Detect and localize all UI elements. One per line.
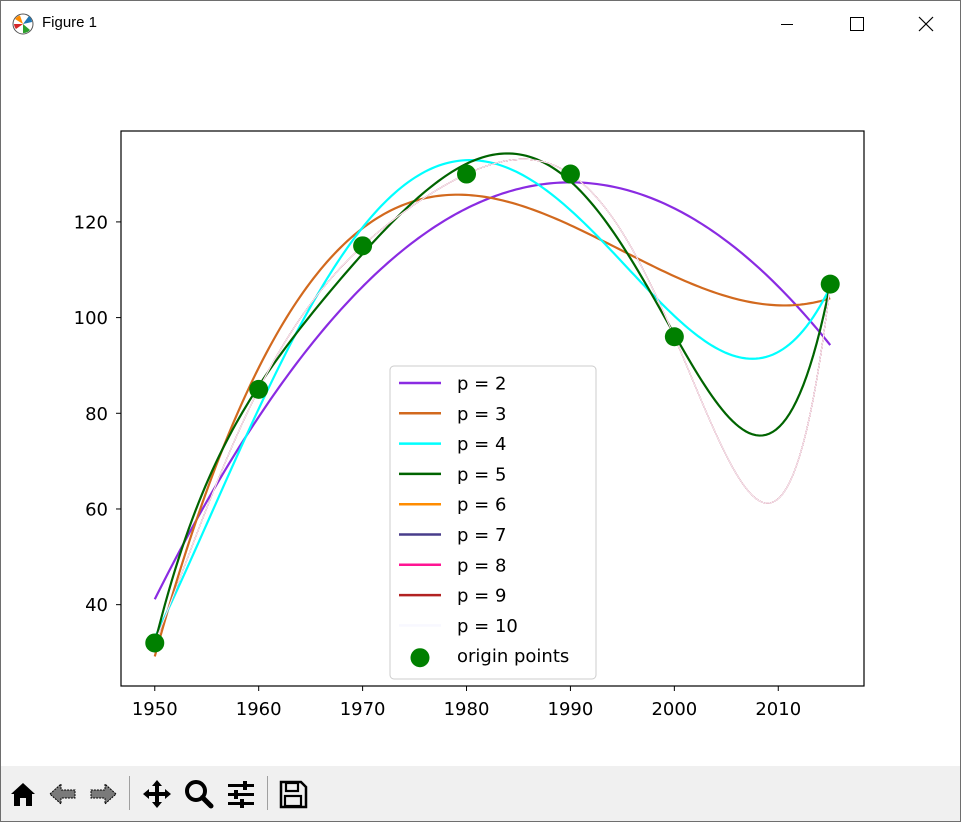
forward-button[interactable] — [83, 776, 123, 812]
toolbar-separator — [267, 776, 268, 810]
back-arrow-icon — [49, 782, 76, 806]
close-icon — [918, 16, 934, 32]
axes-frame — [120, 130, 865, 687]
floppy-save-icon — [279, 780, 308, 809]
series-line-p3 — [153, 193, 831, 657]
y-tick-label: 80 — [85, 404, 108, 425]
x-tick-label: 2000 — [651, 699, 697, 720]
y-tick-label: 100 — [74, 308, 108, 329]
title-bar[interactable]: Figure 1 — [1, 1, 960, 47]
legend-label-p5: p = 5 — [457, 464, 506, 485]
save-button[interactable] — [273, 776, 313, 812]
origin-point — [457, 164, 477, 184]
legend-box — [389, 365, 597, 680]
x-tick-label: 1980 — [444, 699, 490, 720]
zoom-magnifier-icon — [185, 780, 214, 809]
figure-canvas[interactable]: 1950 1960 1970 1980 1990 2000 2010 40 60 80 100 120… — [0, 0, 961, 766]
y-tick-label: 60 — [85, 499, 108, 520]
series-line-p10 — [154, 158, 831, 644]
sliders-icon — [228, 781, 254, 808]
legend-label-origin-points: origin points — [457, 646, 569, 667]
y-tick-label: 120 — [74, 212, 108, 233]
minimize-button[interactable] — [752, 1, 822, 47]
origin-point — [560, 164, 580, 184]
origin-point — [820, 274, 840, 294]
series-line-p2 — [153, 181, 832, 600]
x-tick-label: 2010 — [755, 699, 801, 720]
legend-label-p6: p = 6 — [457, 495, 506, 516]
window-title: Figure 1 — [42, 14, 98, 31]
maximize-button[interactable] — [822, 1, 892, 47]
legend-label-p9: p = 9 — [457, 586, 506, 607]
x-tick-label: 1960 — [236, 699, 282, 720]
navigation-toolbar — [1, 766, 960, 821]
origin-point — [249, 379, 269, 399]
matplotlib-icon — [12, 13, 34, 35]
y-tick-label: 40 — [85, 595, 108, 616]
legend-label-p2: p = 2 — [457, 374, 506, 395]
legend-label-p3: p = 3 — [457, 404, 506, 425]
pan-move-icon — [143, 780, 171, 808]
forward-arrow-icon — [90, 782, 117, 806]
origin-point — [145, 633, 165, 653]
legend-label-p7: p = 7 — [457, 525, 506, 546]
close-button[interactable] — [891, 1, 961, 47]
toolbar-separator — [129, 776, 130, 810]
pan-button[interactable] — [137, 776, 177, 812]
x-tick-label: 1950 — [132, 699, 178, 720]
zoom-button[interactable] — [179, 776, 219, 812]
home-icon — [11, 783, 35, 806]
origin-point — [664, 327, 684, 347]
maximize-icon — [850, 17, 864, 31]
legend-swatch-origin-points — [410, 648, 430, 668]
legend-label-p10: p = 10 — [457, 616, 518, 637]
legend-label-p4: p = 4 — [457, 434, 506, 455]
x-tick-label: 1990 — [548, 699, 594, 720]
legend-label-p8: p = 8 — [457, 555, 506, 576]
configure-subplots-button[interactable] — [221, 776, 261, 812]
x-tick-label: 1970 — [340, 699, 386, 720]
back-button[interactable] — [43, 776, 83, 812]
home-button[interactable] — [3, 776, 43, 812]
minimize-icon — [781, 24, 793, 25]
origin-point — [353, 236, 373, 256]
